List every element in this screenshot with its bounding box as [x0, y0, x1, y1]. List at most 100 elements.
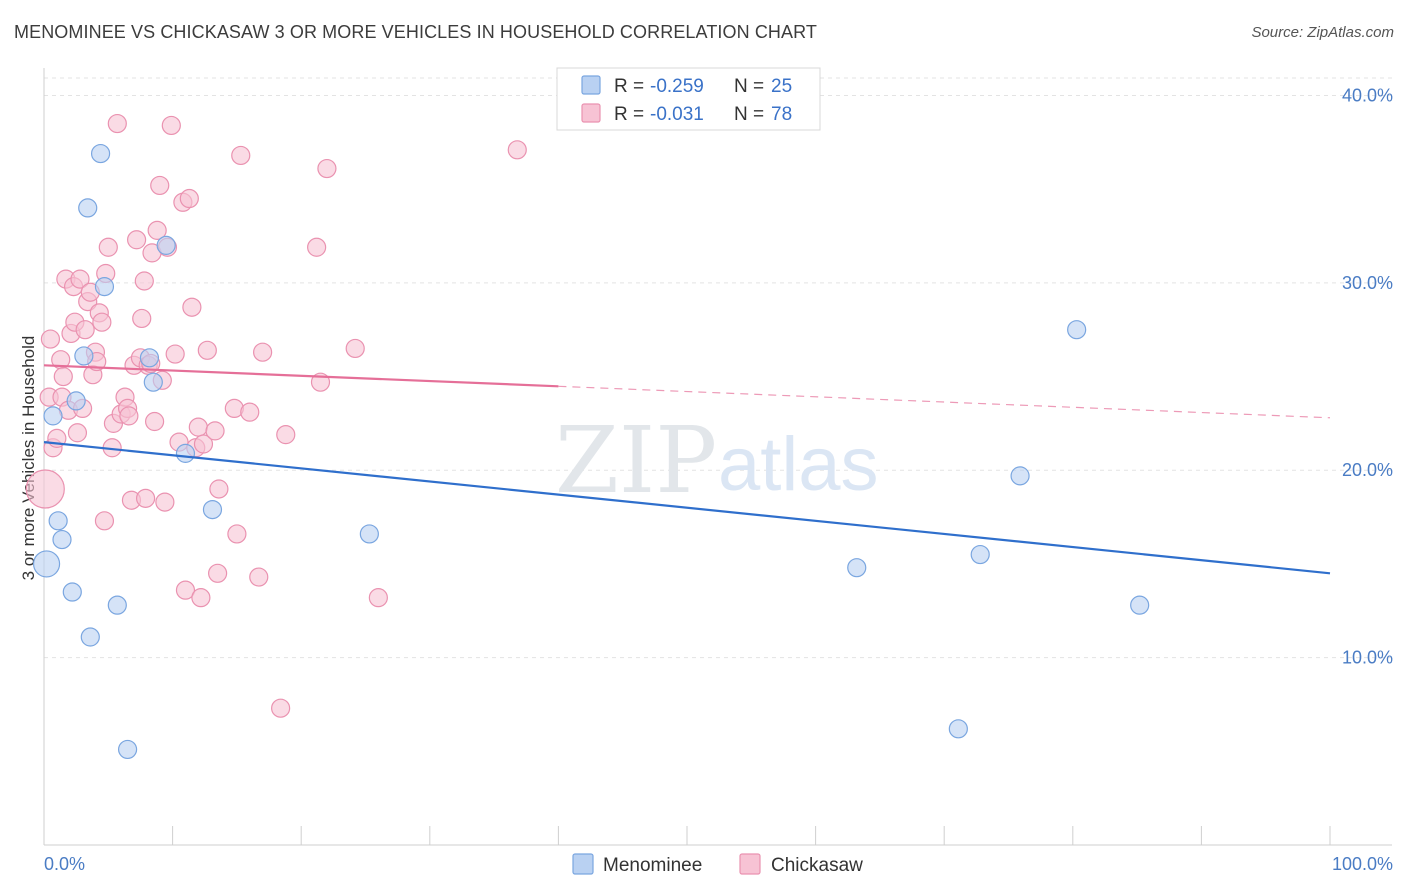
chickasaw-point-56 — [182, 297, 202, 317]
y-tick-label-1: 20.0% — [1342, 460, 1393, 480]
chickasaw-point-66 — [227, 524, 247, 544]
watermark: ZIP atlas — [555, 407, 879, 514]
legend-r-value-chickasaw: -0.031 — [650, 104, 704, 125]
menominee-point-18 — [359, 524, 379, 544]
legend-n-label-chickasaw: N = — [734, 104, 764, 125]
chickasaw-point-54 — [175, 580, 196, 600]
bottom-legend-swatch-chickasaw — [739, 853, 761, 875]
legend-r-label-menominee: R = — [614, 76, 644, 97]
y-tick-label-3: 40.0% — [1342, 85, 1393, 105]
menominee-point-24 — [1130, 595, 1150, 615]
bottom-legend: Menominee Chickasaw — [572, 853, 863, 876]
legend-n-value-menominee: 25 — [771, 76, 792, 97]
bottom-legend-menominee: Menominee — [603, 855, 702, 876]
y-axis-label: 3 or more Vehicles in Household — [19, 336, 38, 581]
chickasaw-point-68 — [240, 402, 260, 422]
chickasaw-point-60 — [193, 434, 214, 454]
menominee-trend-line — [43, 441, 1331, 575]
chickasaw-point-26 — [98, 237, 118, 257]
chickasaw-point-36 — [126, 230, 147, 250]
x-tick-label-1: 100.0% — [1332, 854, 1393, 874]
menominee-point-19 — [847, 558, 867, 578]
menominee-point-5 — [66, 391, 86, 411]
menominee-point-10 — [94, 277, 115, 297]
axes — [43, 68, 1392, 846]
chickasaw-trend-line-extension — [558, 385, 1331, 419]
chickasaw-point-33 — [119, 406, 139, 426]
chickasaw-point-70 — [253, 342, 273, 362]
menominee-point-1 — [43, 406, 63, 426]
bottom-legend-swatch-menominee — [572, 853, 594, 875]
chickasaw-point-78 — [507, 140, 527, 160]
menominee-point-14 — [143, 372, 163, 392]
menominee-point-22 — [1010, 466, 1030, 486]
legend-r-value-menominee: -0.259 — [650, 76, 704, 97]
chickasaw-point-77 — [368, 588, 388, 608]
watermark-atlas: atlas — [718, 422, 879, 507]
legend-n-label-menominee: N = — [734, 76, 764, 97]
chickasaw-point-67 — [231, 145, 251, 166]
chickasaw-point-63 — [208, 563, 228, 583]
legend-swatch-chickasaw — [581, 103, 601, 123]
legend: R = -0.259 N = 25 R = -0.031 N = 78 — [556, 67, 821, 131]
chickasaw-point-39 — [134, 271, 154, 291]
menominee-point-6 — [74, 346, 94, 366]
chickasaw-point-50 — [161, 115, 181, 136]
menominee-point-4 — [62, 582, 82, 602]
menominee-point-16 — [175, 443, 196, 463]
chickasaw-point-40 — [135, 488, 156, 508]
menominee-point-2 — [48, 511, 68, 531]
chickasaw-point-2 — [40, 329, 61, 349]
x-tick-label-0: 0.0% — [44, 854, 85, 874]
chickasaw-point-24 — [94, 511, 115, 531]
chickasaw-point-0 — [25, 469, 65, 509]
chickasaw-point-61 — [197, 340, 217, 360]
menominee-point-15 — [156, 235, 176, 255]
watermark-zip: ZIP — [555, 407, 717, 514]
legend-n-value-chickasaw: 78 — [771, 104, 792, 125]
chickasaw-point-38 — [132, 308, 152, 329]
menominee-point-9 — [90, 143, 111, 164]
chickasaw-point-69 — [249, 567, 269, 587]
chickasaw-point-72 — [276, 425, 296, 445]
menominee-point-21 — [970, 544, 990, 565]
chickasaw-point-46 — [150, 175, 170, 196]
y-tick-labels: 10.0% 20.0% 30.0% 40.0% — [1342, 85, 1393, 667]
menominee-point-11 — [107, 595, 127, 615]
bottom-legend-chickasaw: Chickasaw — [771, 855, 863, 876]
menominee-point-7 — [78, 198, 98, 218]
chickasaw-point-76 — [345, 338, 365, 359]
chickasaw-point-23 — [92, 312, 112, 332]
chickasaw-point-71 — [271, 698, 291, 718]
menominee-point-3 — [52, 529, 72, 550]
chickasaw-point-7 — [53, 366, 73, 387]
chickasaw-point-44 — [144, 411, 165, 432]
menominee-point-12 — [117, 739, 138, 760]
y-tick-label-0: 10.0% — [1342, 648, 1393, 668]
chickasaw-point-14 — [70, 269, 90, 289]
legend-box — [556, 67, 821, 131]
chart-title: MENOMINEE VS CHICKASAW 3 OR MORE VEHICLE… — [14, 22, 817, 42]
legend-swatch-menominee — [581, 75, 601, 95]
chickasaw-point-51 — [165, 344, 185, 364]
menominee-point-8 — [80, 627, 100, 647]
legend-r-label-chickasaw: R = — [614, 104, 644, 125]
menominee-point-20 — [948, 719, 968, 739]
y-tick-label-2: 30.0% — [1342, 273, 1393, 293]
source-credit: Source: ZipAtlas.com — [1251, 24, 1394, 41]
chickasaw-point-73 — [307, 237, 327, 257]
menominee-point-0 — [32, 550, 61, 578]
chickasaw-point-48 — [155, 492, 175, 512]
trend-lines — [43, 364, 1331, 575]
chickasaw-point-75 — [317, 158, 337, 179]
chickasaw-point-16 — [75, 320, 95, 340]
chickasaw-point-29 — [107, 113, 127, 134]
grid-lines — [44, 77, 1392, 659]
chickasaw-point-62 — [205, 421, 225, 441]
chickasaw-point-13 — [67, 423, 88, 443]
menominee-point-23 — [1067, 320, 1087, 340]
chickasaw-point-59 — [191, 588, 211, 608]
chickasaw-point-64 — [209, 479, 229, 499]
chickasaw-point-55 — [179, 188, 199, 209]
